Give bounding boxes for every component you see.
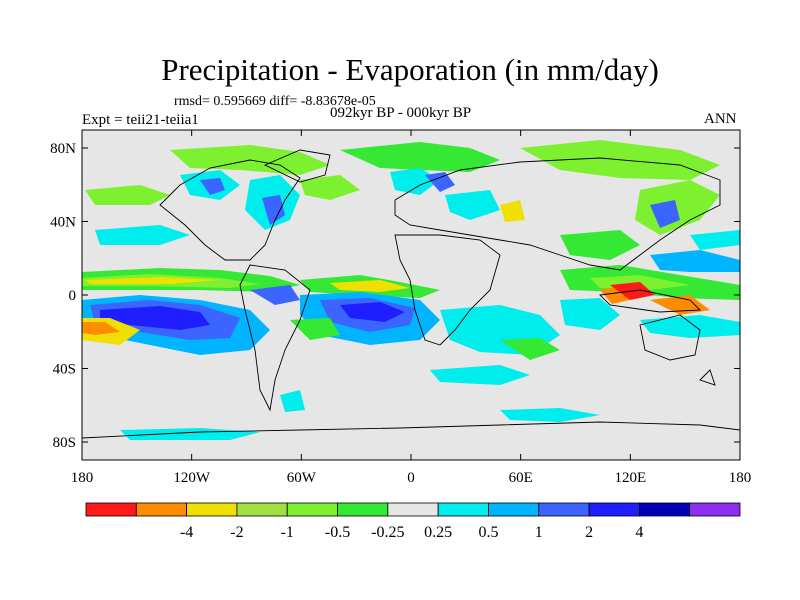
x-tick-label: 180 xyxy=(71,470,94,486)
colorbar-swatch xyxy=(286,502,338,517)
colorbar-swatch xyxy=(236,502,288,517)
map-title: Precipitation - Evaporation (in mm/day) xyxy=(161,52,659,87)
colorbar-label: 1 xyxy=(535,524,543,541)
colorbar-swatch xyxy=(85,502,137,517)
x-tick-label: 120E xyxy=(614,470,646,486)
colorbar-swatch xyxy=(437,502,489,517)
x-tick-label: 0 xyxy=(407,470,415,486)
colorbar-swatch xyxy=(186,502,238,517)
colorbar-swatch xyxy=(538,502,590,517)
y-tick-label: 40N xyxy=(50,215,76,231)
colorbar-swatch xyxy=(135,502,188,517)
field-layer xyxy=(82,130,740,460)
colorbar-label: 0.25 xyxy=(424,524,452,541)
colorbar-label: -1 xyxy=(281,524,294,541)
y-tick-label: 40S xyxy=(53,362,76,378)
colorbar-label: -2 xyxy=(230,524,243,541)
x-tick-label: 60W xyxy=(287,470,317,486)
experiment-label: Expt = teii21-teiia1 xyxy=(82,112,199,128)
y-tick-label: 80S xyxy=(53,435,76,451)
season-label: ANN xyxy=(704,111,737,127)
x-tick-label: 120W xyxy=(173,470,211,486)
axis-ticks: 180 120W 60W 0 60E 120E 180 80N 40N 0 40S 80S xyxy=(50,130,751,486)
period-label: 092kyr BP - 000kyr BP xyxy=(330,105,472,121)
colorbar-label: 0.5 xyxy=(478,524,498,541)
colorbar-swatch xyxy=(588,502,640,517)
colorbar: -4 -2 -1 -0.5 -0.25 0.25 0.5 1 2 4 xyxy=(85,502,741,541)
colorbar-label: -0.5 xyxy=(325,524,350,541)
colorbar-label: 2 xyxy=(585,524,593,541)
rmsd-diff-stats: rmsd= 0.595669 diff= -8.83678e-05 xyxy=(174,94,376,109)
colorbar-swatch xyxy=(387,502,439,517)
colorbar-label: -4 xyxy=(180,524,193,541)
y-tick-label: 0 xyxy=(69,288,77,304)
x-tick-label: 180 xyxy=(729,470,752,486)
y-tick-label: 80N xyxy=(50,141,76,157)
colorbar-label: 4 xyxy=(635,524,643,541)
colorbar-swatch xyxy=(337,502,389,517)
colorbar-swatch xyxy=(488,502,540,517)
colorbar-label: -0.25 xyxy=(371,524,404,541)
colorbar-swatch xyxy=(638,502,691,517)
coastlines xyxy=(82,149,740,439)
x-tick-label: 60E xyxy=(509,470,533,486)
colorbar-swatch xyxy=(689,502,741,517)
